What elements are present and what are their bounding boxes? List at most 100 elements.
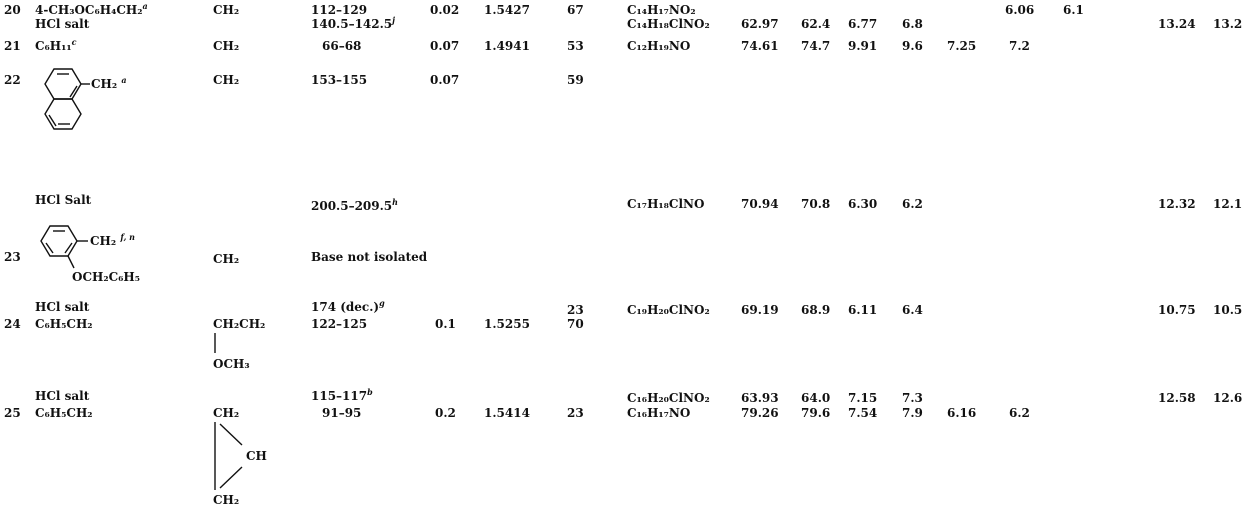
row-20-substituent: 4-CH₃OC₆H₄CH₂a xyxy=(35,1,148,17)
row-25-r-ch: CH xyxy=(246,449,267,463)
row-23-salt-yield: 23 xyxy=(567,303,584,317)
naphthyl-structure-icon xyxy=(44,68,90,130)
row-20-salt-c-found: 62.4 xyxy=(801,17,831,31)
row-21-c-found: 74.7 xyxy=(801,39,831,53)
row-24-salt-c-calcd: 63.93 xyxy=(741,391,779,405)
row-20-salt-c-calcd: 62.97 xyxy=(741,17,779,31)
row-22-bp: 153–155 xyxy=(311,73,368,87)
row-24-r-methoxy: OCH₃ xyxy=(213,357,250,371)
row-20-n-calcd: 6.06 xyxy=(1005,3,1035,17)
row-25-c-calcd: 79.26 xyxy=(741,406,779,420)
row-24-bp: 122–125 xyxy=(311,317,368,331)
row-23-salt-cl-found: 10.5 xyxy=(1213,303,1243,317)
row-22-pressure: 0.07 xyxy=(430,73,460,87)
row-25-r-top-ch2: CH₂ xyxy=(213,406,240,420)
row-24-pressure: 0.1 xyxy=(435,317,456,331)
row-22-number: 22 xyxy=(4,73,21,87)
row-20-salt-label: HCl salt xyxy=(35,17,90,31)
row-25-formula: C₁₆H₁₇NO xyxy=(627,406,691,420)
row-23-salt-c-calcd: 69.19 xyxy=(741,303,779,317)
row-21-refractive-index: 1.4941 xyxy=(484,39,530,53)
row-23-number: 23 xyxy=(4,250,21,264)
row-25-n-calcd: 6.16 xyxy=(947,406,977,420)
row-23-bp: Base not isolated xyxy=(311,250,428,264)
row-22-salt-h-found: 6.2 xyxy=(902,197,923,211)
row-20-r-group: CH₂ xyxy=(213,3,240,17)
row-23-salt-h-calcd: 6.11 xyxy=(848,303,878,317)
row-22-ch2-label: CH₂ a xyxy=(91,75,127,91)
row-21-h-found: 9.6 xyxy=(902,39,923,53)
row-25-pressure: 0.2 xyxy=(435,406,456,420)
row-20-number: 20 xyxy=(4,3,21,17)
row-21-h-calcd: 9.91 xyxy=(848,39,878,53)
row-21-n-found: 7.2 xyxy=(1009,39,1030,53)
row-20-salt-h-calcd: 6.77 xyxy=(848,17,878,31)
row-20-refractive-index: 1.5427 xyxy=(484,3,530,17)
row-23-salt-cl-calcd: 10.75 xyxy=(1158,303,1196,317)
row-23-benzyloxy-label: OCH₂C₆H₅ xyxy=(72,270,140,284)
row-20-n-found: 6.1 xyxy=(1063,3,1084,17)
row-22-salt-c-found: 70.8 xyxy=(801,197,831,211)
row-25-c-found: 79.6 xyxy=(801,406,831,420)
row-25-refractive-index: 1.5414 xyxy=(484,406,530,420)
row-25-h-found: 7.9 xyxy=(902,406,923,420)
row-24-salt-c-found: 64.0 xyxy=(801,391,831,405)
row-20-pressure: 0.02 xyxy=(430,3,460,17)
row-22-salt-c-calcd: 70.94 xyxy=(741,197,779,211)
row-21-bp: 66–68 xyxy=(322,39,362,53)
row-24-salt-h-calcd: 7.15 xyxy=(848,391,878,405)
row-21-substituent: C₆H₁₁c xyxy=(35,37,77,53)
row-23-salt-h-found: 6.4 xyxy=(902,303,923,317)
row-25-yield: 23 xyxy=(567,406,584,420)
row-24-salt-h-found: 7.3 xyxy=(902,391,923,405)
row-25-h-calcd: 7.54 xyxy=(848,406,878,420)
row-24-salt-cl-calcd: 12.58 xyxy=(1158,391,1196,405)
row-25-r-bottom-ch2: CH₂ xyxy=(213,493,240,507)
row-24-salt-label: HCl salt xyxy=(35,389,90,403)
row-23-salt-c-found: 68.9 xyxy=(801,303,831,317)
row-23-salt-label: HCl salt xyxy=(35,300,90,314)
row-22-r-group: CH₂ xyxy=(213,73,240,87)
benzyloxybenzyl-structure-icon xyxy=(40,225,88,269)
row-25-substituent: C₆H₅CH₂ xyxy=(35,406,93,420)
row-24-salt-cl-found: 12.6 xyxy=(1213,391,1243,405)
row-21-r-group: CH₂ xyxy=(213,39,240,53)
row-24-bond-line-icon xyxy=(214,333,216,353)
row-22-salt-h-calcd: 6.30 xyxy=(848,197,878,211)
row-23-r-group: CH₂ xyxy=(213,252,240,266)
row-22-yield: 59 xyxy=(567,73,584,87)
row-24-yield: 70 xyxy=(567,317,584,331)
row-24-salt-bp: 115–117b xyxy=(311,387,373,403)
row-22-salt-formula: C₁₇H₁₈ClNO xyxy=(627,197,705,211)
row-21-formula: C₁₂H₁₉NO xyxy=(627,39,691,53)
row-21-c-calcd: 74.61 xyxy=(741,39,779,53)
row-22-salt-bp: 200.5–209.5h xyxy=(311,197,398,213)
row-21-pressure: 0.07 xyxy=(430,39,460,53)
row-20-salt-cl-found: 13.2 xyxy=(1213,17,1243,31)
row-20-bp: 112–129 xyxy=(311,3,368,17)
row-25-bp: 91–95 xyxy=(322,406,362,420)
row-25-number: 25 xyxy=(4,406,21,420)
row-20-salt-cl-calcd: 13.24 xyxy=(1158,17,1196,31)
row-24-r-group: CH₂CH₂ xyxy=(213,317,266,331)
row-22-salt-cl-found: 12.1 xyxy=(1213,197,1243,211)
row-21-n-calcd: 7.25 xyxy=(947,39,977,53)
row-24-substituent: C₆H₅CH₂ xyxy=(35,317,93,331)
row-23-salt-formula: C₁₉H₂₀ClNO₂ xyxy=(627,303,710,317)
row-24-number: 24 xyxy=(4,317,21,331)
row-20-yield: 67 xyxy=(567,3,584,17)
row-25-n-found: 6.2 xyxy=(1009,406,1030,420)
row-20-salt-bp: 140.5–142.5j xyxy=(311,15,396,31)
row-24-refractive-index: 1.5255 xyxy=(484,317,530,331)
row-21-number: 21 xyxy=(4,39,21,53)
row-23-salt-bp: 174 (dec.)g xyxy=(311,298,385,314)
row-20-salt-h-found: 6.8 xyxy=(902,17,923,31)
row-22-salt-cl-calcd: 12.32 xyxy=(1158,197,1196,211)
row-22-salt-label: HCl Salt xyxy=(35,193,92,207)
row-24-salt-formula: C₁₆H₂₀ClNO₂ xyxy=(627,391,710,405)
row-20-salt-formula: C₁₄H₁₈ClNO₂ xyxy=(627,17,710,31)
cyclopropane-ring-bonds-icon xyxy=(214,422,243,490)
row-21-yield: 53 xyxy=(567,39,584,53)
row-23-ch2-label: CH₂ f, n xyxy=(90,232,135,248)
row-20-formula: C₁₄H₁₇NO₂ xyxy=(627,3,696,17)
